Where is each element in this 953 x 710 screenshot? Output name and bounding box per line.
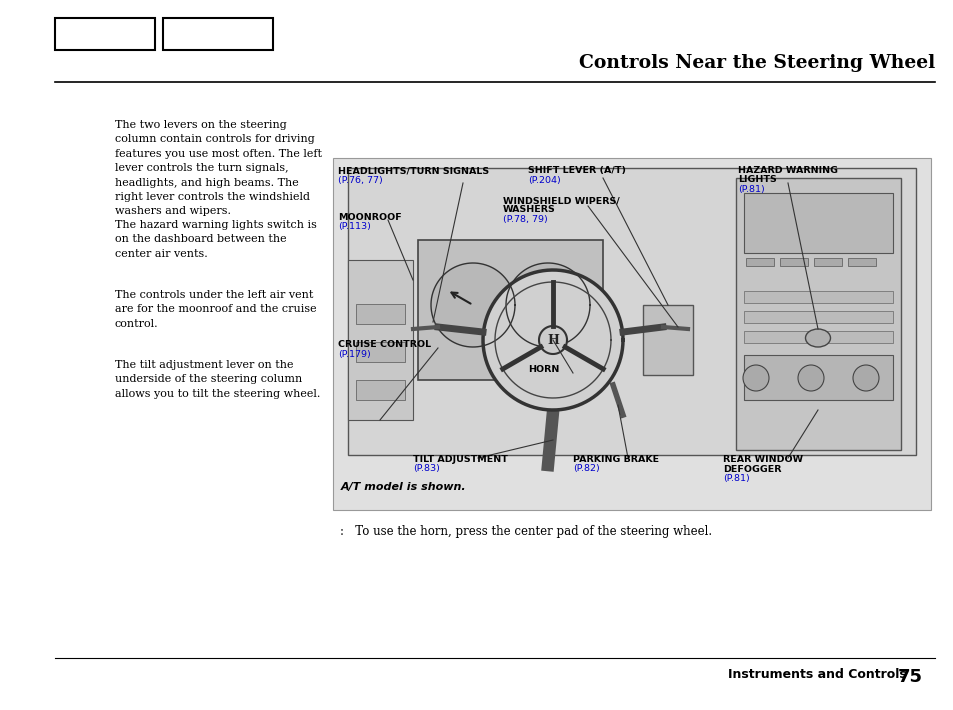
Bar — [348, 260, 413, 420]
Bar — [743, 331, 892, 343]
Text: (P.82): (P.82) — [573, 464, 599, 474]
Bar — [642, 305, 692, 375]
Polygon shape — [482, 270, 622, 410]
Text: (P.76, 77): (P.76, 77) — [337, 175, 382, 185]
Text: 75: 75 — [897, 668, 923, 686]
Bar — [780, 258, 807, 266]
Polygon shape — [505, 263, 589, 347]
Bar — [743, 311, 892, 323]
Text: DEFOGGER: DEFOGGER — [722, 464, 781, 474]
Bar — [355, 342, 405, 362]
Bar — [55, 18, 154, 50]
Text: Controls Near the Steering Wheel: Controls Near the Steering Wheel — [578, 54, 934, 72]
Polygon shape — [431, 263, 515, 347]
Text: (P.204): (P.204) — [527, 175, 560, 185]
Bar — [847, 258, 875, 266]
Text: REAR WINDOW: REAR WINDOW — [722, 455, 802, 464]
Bar — [743, 291, 892, 303]
Text: The controls under the left air vent
are for the moonroof and the cruise
control: The controls under the left air vent are… — [115, 290, 316, 329]
Text: (P.81): (P.81) — [738, 185, 764, 194]
Bar — [333, 158, 930, 510]
Text: H: H — [546, 334, 558, 346]
Text: (P.83): (P.83) — [413, 464, 439, 474]
Text: TILT ADJUSTMENT: TILT ADJUSTMENT — [413, 455, 507, 464]
Text: WINDSHIELD WIPERS/: WINDSHIELD WIPERS/ — [502, 196, 619, 205]
Text: LIGHTS: LIGHTS — [738, 175, 776, 185]
Text: (P.78, 79): (P.78, 79) — [502, 215, 547, 224]
Text: (P.81): (P.81) — [722, 474, 749, 483]
Text: SHIFT LEVER (A/T): SHIFT LEVER (A/T) — [527, 166, 625, 175]
Text: PARKING BRAKE: PARKING BRAKE — [573, 455, 659, 464]
Bar — [163, 18, 273, 50]
Bar — [417, 240, 602, 380]
Text: Instruments and Controls: Instruments and Controls — [727, 668, 905, 681]
Ellipse shape — [852, 365, 878, 391]
Bar — [745, 258, 773, 266]
Text: CRUISE CONTROL: CRUISE CONTROL — [337, 340, 431, 349]
Text: WASHERS: WASHERS — [502, 205, 556, 214]
Text: (P.113): (P.113) — [337, 222, 371, 231]
Bar — [743, 355, 892, 400]
Text: HAZARD WARNING: HAZARD WARNING — [738, 166, 837, 175]
Text: HORN: HORN — [527, 365, 558, 374]
Text: MOONROOF: MOONROOF — [337, 213, 401, 222]
Bar — [813, 258, 841, 266]
Text: (P.179): (P.179) — [337, 349, 371, 359]
Bar — [355, 304, 405, 324]
Text: HEADLIGHTS/TURN SIGNALS: HEADLIGHTS/TURN SIGNALS — [337, 166, 489, 175]
Polygon shape — [348, 168, 915, 455]
Ellipse shape — [797, 365, 823, 391]
Bar — [355, 380, 405, 400]
Text: A/T model is shown.: A/T model is shown. — [340, 482, 466, 492]
Text: The two levers on the steering
column contain controls for driving
features you : The two levers on the steering column co… — [115, 120, 322, 217]
Polygon shape — [538, 326, 566, 354]
Text: The tilt adjustment lever on the
underside of the steering column
allows you to : The tilt adjustment lever on the undersi… — [115, 360, 320, 399]
Bar — [735, 178, 900, 450]
Text: The hazard warning lights switch is
on the dashboard between the
center air vent: The hazard warning lights switch is on t… — [115, 220, 316, 259]
Ellipse shape — [804, 329, 830, 347]
Text: :   To use the horn, press the center pad of the steering wheel.: : To use the horn, press the center pad … — [339, 525, 711, 538]
Bar — [743, 193, 892, 253]
Ellipse shape — [742, 365, 768, 391]
